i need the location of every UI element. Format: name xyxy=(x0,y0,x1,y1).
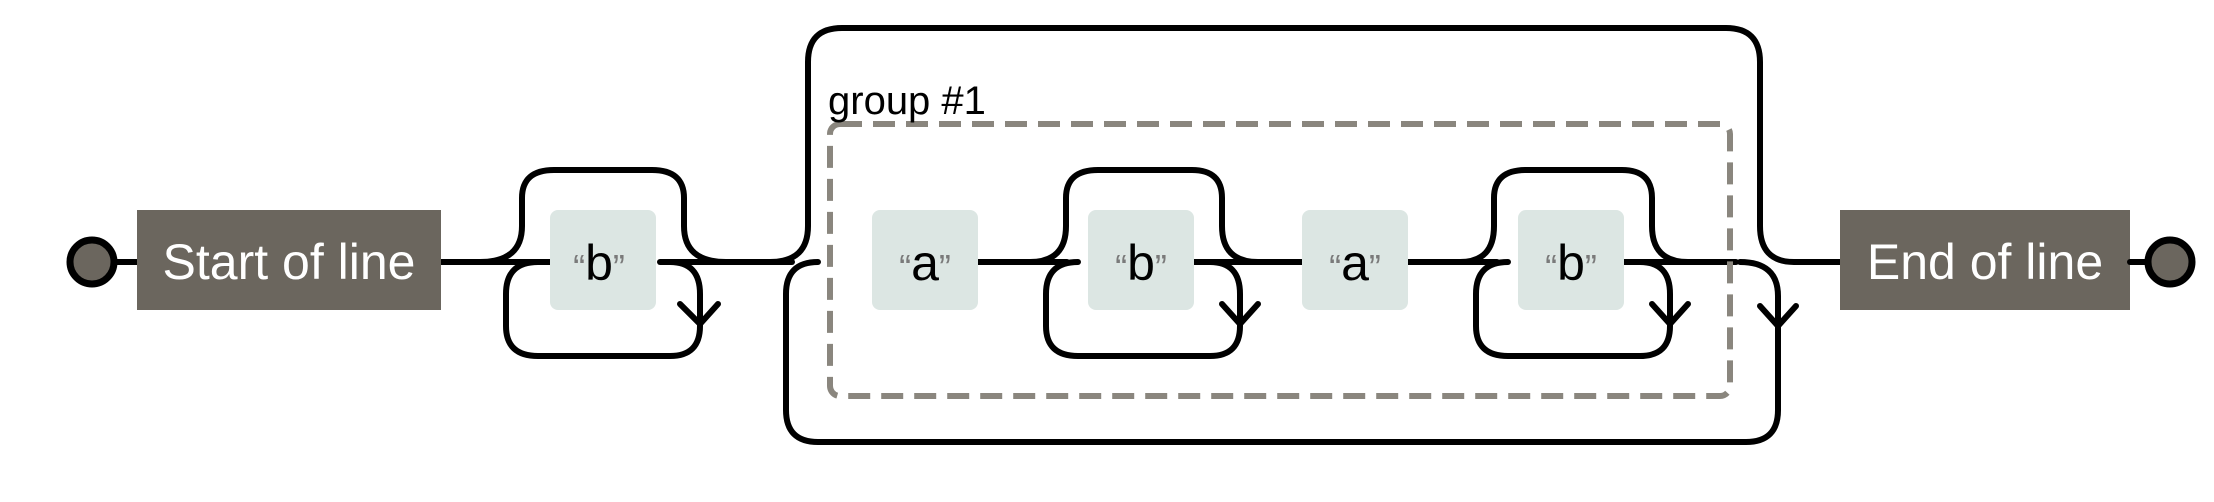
open-quote: “ xyxy=(1545,247,1557,288)
literal-value: a xyxy=(911,235,939,291)
end-endpoint-icon xyxy=(2144,236,2196,288)
literal-a-node: “a” xyxy=(1302,210,1408,310)
start-of-line-box xyxy=(137,210,441,310)
literal-b-node: “b” xyxy=(550,210,656,310)
literal-a-node: “a” xyxy=(872,210,978,310)
start-endpoint-icon xyxy=(66,236,118,288)
svg-text:“a”: “a” xyxy=(899,235,951,291)
close-quote: ” xyxy=(939,247,951,288)
start-of-line-node: Start of line xyxy=(137,210,441,310)
close-quote: ” xyxy=(1155,247,1167,288)
literal-box xyxy=(872,210,978,310)
end-of-line-box xyxy=(1840,210,2130,310)
open-quote: “ xyxy=(899,247,911,288)
optional-b-loops-3 xyxy=(1457,167,1691,359)
group-repeat-arrow xyxy=(1757,303,1799,329)
close-quote: ” xyxy=(613,247,625,288)
close-quote: ” xyxy=(1585,247,1597,288)
svg-text:“b”: “b” xyxy=(573,235,625,291)
group-repeat-loop xyxy=(783,259,1781,445)
open-quote: “ xyxy=(1329,247,1341,288)
literal-box xyxy=(1302,210,1408,310)
start-of-line-label: Start of line xyxy=(163,234,416,290)
literal-b-node: “b” xyxy=(1088,210,1194,310)
end-of-line-label: End of line xyxy=(1867,234,2103,290)
optional-b-loops-2 xyxy=(1027,167,1261,359)
group-label: group #1 xyxy=(828,79,986,123)
literal-value: b xyxy=(1557,235,1585,291)
literal-box xyxy=(1518,210,1624,310)
literal-box xyxy=(1088,210,1194,310)
svg-text:“b”: “b” xyxy=(1115,235,1167,291)
svg-text:“b”: “b” xyxy=(1545,235,1597,291)
literal-box xyxy=(550,210,656,310)
open-quote: “ xyxy=(1115,247,1127,288)
close-quote: ” xyxy=(1369,247,1381,288)
optional-b-loops-1 xyxy=(477,167,729,359)
open-quote: “ xyxy=(573,247,585,288)
end-of-line-node: End of line xyxy=(1840,210,2130,310)
svg-text:“a”: “a” xyxy=(1329,235,1381,291)
literal-b-node: “b” xyxy=(1518,210,1624,310)
literal-value: a xyxy=(1341,235,1369,291)
group-box xyxy=(827,121,1733,399)
literal-value: b xyxy=(585,235,613,291)
group-skip-path xyxy=(767,25,1843,265)
literal-value: b xyxy=(1127,235,1155,291)
